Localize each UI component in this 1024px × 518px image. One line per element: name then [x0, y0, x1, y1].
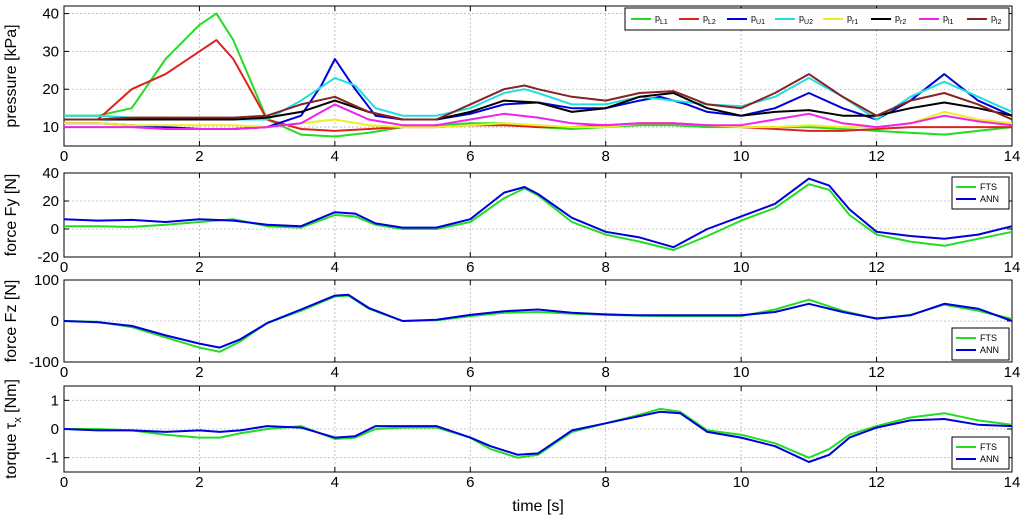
- y-tick-label: -1: [46, 450, 59, 467]
- x-tick-label: 2: [195, 474, 203, 491]
- x-tick-label: 2: [195, 148, 203, 165]
- x-tick-label: 6: [466, 474, 474, 491]
- x-tick-label: 4: [331, 259, 339, 276]
- legend-label: pr2: [895, 13, 906, 26]
- x-tick-label: 14: [1004, 364, 1021, 381]
- x-tick-label: 0: [60, 259, 68, 276]
- series-line-p-r1: [64, 110, 1012, 129]
- legend: pL1 pL2 pU1 pU2 pr1 pr2 pl1 pl2: [624, 7, 1010, 31]
- legend-label: ANN: [980, 194, 999, 204]
- x-tick-label: 0: [60, 364, 68, 381]
- legend-label: pl1: [943, 13, 954, 26]
- x-tick-label: 8: [602, 259, 610, 276]
- y-tick-label: 10: [42, 119, 59, 136]
- x-tick-label: 0: [60, 474, 68, 491]
- y-tick-label: 0: [51, 313, 59, 330]
- legend-box: [624, 7, 1010, 31]
- series-line-p-u2: [64, 76, 1012, 121]
- legend: FTS ANN: [951, 176, 1010, 210]
- x-tick-label: 14: [1004, 148, 1021, 165]
- legend-label: ANN: [980, 345, 999, 355]
- legend-label: pl2: [991, 13, 1002, 26]
- x-tick-label: 6: [466, 364, 474, 381]
- series-line-p-l2: [64, 39, 1012, 132]
- x-tick-label: 8: [602, 474, 610, 491]
- x-tick-label: 14: [1004, 474, 1021, 491]
- legend-box: [951, 176, 1010, 210]
- legend-label: FTS: [980, 442, 997, 452]
- y-tick-label: 0: [51, 221, 59, 238]
- series-line-ann: [64, 410, 1012, 463]
- y-tick-label: 40: [42, 6, 59, 23]
- y-tick-label: -20: [37, 249, 59, 266]
- legend-box: [951, 436, 1010, 470]
- x-tick-label: 8: [602, 364, 610, 381]
- y-tick-label: 20: [42, 193, 59, 210]
- x-tick-label: 12: [868, 364, 885, 381]
- x-tick-label: 0: [60, 148, 68, 165]
- x-tick-label: 10: [733, 364, 750, 381]
- legend: FTS ANN: [951, 327, 1010, 361]
- legend-box: [951, 327, 1010, 361]
- y-tick-label: 1: [51, 392, 59, 409]
- x-tick-label: 12: [868, 474, 885, 491]
- series-line-ann: [64, 293, 1012, 349]
- x-tick-label: 4: [331, 148, 339, 165]
- y-axis-label: pressure [kPa]: [3, 24, 20, 127]
- legend-label: FTS: [980, 333, 997, 343]
- y-tick-label: 40: [42, 165, 59, 182]
- y-axis-label: force Fy [N]: [3, 174, 20, 257]
- x-tick-label: 12: [868, 259, 885, 276]
- x-tick-label: 10: [733, 259, 750, 276]
- x-tick-label: 2: [195, 259, 203, 276]
- x-tick-label: 10: [733, 148, 750, 165]
- legend: FTS ANN: [951, 436, 1010, 470]
- plot-frame: [63, 172, 1013, 258]
- legend-label: pr1: [847, 13, 858, 26]
- series-line-p-l1: [64, 103, 1012, 130]
- series-line-fts: [64, 407, 1012, 459]
- series-line-p-l2: [64, 73, 1012, 121]
- x-tick-label: 6: [466, 148, 474, 165]
- x-tick-label: 14: [1004, 259, 1021, 276]
- x-tick-label: 4: [331, 474, 339, 491]
- y-tick-label: 20: [42, 81, 59, 98]
- x-tick-label: 10: [733, 474, 750, 491]
- x-tick-label: 8: [602, 148, 610, 165]
- x-tick-label: 12: [868, 148, 885, 165]
- legend-label: pU2: [799, 13, 813, 26]
- series-line-p-r2: [64, 92, 1012, 121]
- y-tick-label: 30: [42, 43, 59, 60]
- x-axis-label: time [s]: [512, 498, 564, 515]
- legend-label: pL1: [655, 13, 668, 26]
- legend-label: ANN: [980, 454, 999, 464]
- legend-label: FTS: [980, 182, 997, 192]
- y-axis-label: force Fz [N]: [3, 280, 20, 363]
- y-tick-label: -100: [29, 354, 59, 371]
- legend-label: pU1: [751, 13, 765, 26]
- x-tick-label: 2: [195, 364, 203, 381]
- series-line-ann: [64, 177, 1012, 249]
- y-tick-label: 0: [51, 421, 59, 438]
- y-tick-label: 100: [34, 272, 59, 289]
- legend-label: pL2: [703, 13, 716, 26]
- x-tick-label: 4: [331, 364, 339, 381]
- y-axis-label: torque τx [Nm]: [3, 379, 24, 479]
- plot-frame: [63, 5, 1013, 147]
- x-tick-label: 6: [466, 259, 474, 276]
- series-line-fts: [64, 294, 1012, 353]
